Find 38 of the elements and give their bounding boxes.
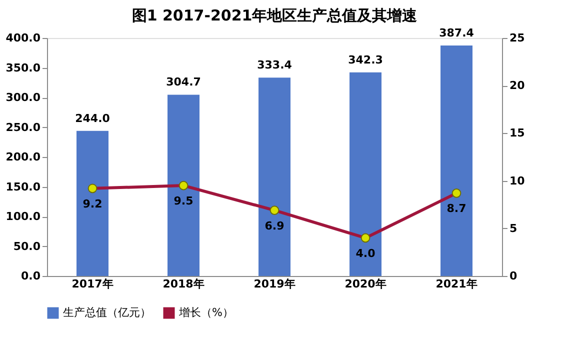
- legend-label: 生产总值（亿元）: [63, 306, 151, 319]
- data-label: 9.5: [174, 194, 194, 208]
- x-tick-label: 2017年: [72, 278, 114, 290]
- data-label: 342.3: [348, 53, 383, 66]
- x-tick-label: 2020年: [344, 278, 386, 290]
- y-tick-label: 150.0: [6, 180, 41, 194]
- data-label: 387.4: [439, 26, 474, 40]
- legend-label: 增长（%）: [178, 306, 234, 319]
- bar: [440, 45, 472, 276]
- bar: [350, 72, 382, 276]
- data-label: 6.9: [264, 219, 284, 232]
- y2-tick-label: 0: [510, 270, 518, 282]
- y-tick-label: 350.0: [6, 61, 41, 74]
- y-tick-label: 200.0: [6, 150, 41, 164]
- data-label: 244.0: [75, 112, 110, 125]
- chart-title: 图1 2017-2021年地区生产总值及其增速: [132, 6, 418, 24]
- data-label: 304.7: [166, 76, 201, 89]
- y2-tick-label: 5: [510, 222, 518, 235]
- y-tick-label: 250.0: [6, 120, 41, 134]
- y-tick-label: 50.0: [13, 240, 41, 253]
- y-tick-label: 300.0: [6, 91, 41, 104]
- data-label: 8.7: [446, 202, 466, 216]
- y2-tick-label: 25: [510, 32, 525, 44]
- x-tick-label: 2021年: [436, 278, 478, 290]
- y2-tick-label: 15: [510, 126, 525, 140]
- x-tick-label: 2018年: [162, 278, 204, 290]
- data-label: 333.4: [257, 58, 292, 72]
- bar: [76, 130, 108, 276]
- y2-tick-label: 20: [510, 79, 526, 92]
- bar: [258, 78, 290, 276]
- y2-tick-label: 10: [510, 174, 526, 188]
- y-tick-label: 0.0: [21, 270, 41, 282]
- y-tick-label: 400.0: [6, 32, 41, 44]
- data-label: 9.2: [82, 197, 102, 210]
- data-label: 4.0: [356, 246, 376, 260]
- y-tick-label: 100.0: [6, 210, 41, 223]
- bar: [168, 94, 200, 276]
- x-tick-label: 2019年: [254, 278, 296, 290]
